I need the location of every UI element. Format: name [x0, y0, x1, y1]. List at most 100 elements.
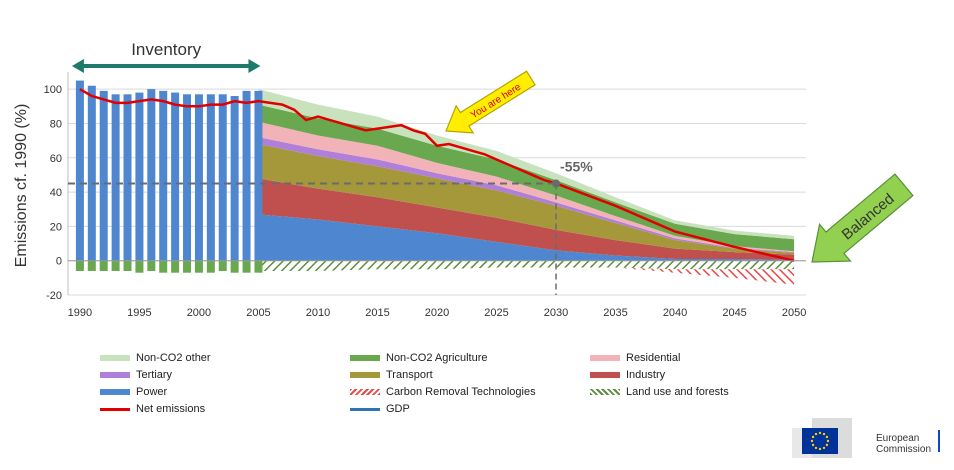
y-tick-label: -20 — [46, 290, 62, 302]
inventory-bar-negative — [147, 260, 156, 271]
eu-star — [826, 439, 830, 443]
legend-swatch — [350, 372, 380, 378]
y-tick-label: 40 — [50, 187, 62, 199]
inventory-bar — [206, 94, 215, 261]
inventory-bar-negative — [171, 260, 180, 273]
legend-swatch — [590, 355, 620, 361]
you-are-here-arrow: You are here — [445, 70, 536, 134]
inventory-bar — [171, 92, 180, 261]
legend-label: Power — [136, 386, 168, 398]
legend-label: Residential — [626, 352, 681, 364]
legend-swatch — [350, 389, 380, 395]
balanced-arrow-shape — [811, 173, 914, 263]
y-axis-label: Emissions cf. 1990 (%) — [13, 104, 30, 268]
logo-bar — [938, 430, 940, 452]
logo-line2: Commission — [876, 444, 932, 455]
y-tick-label: 20 — [50, 221, 62, 233]
legend-swatch — [100, 407, 130, 411]
legend-swatch — [590, 389, 620, 395]
x-tick-label: 2000 — [187, 307, 211, 319]
inventory-bar-negative — [194, 260, 203, 273]
eu-star — [825, 435, 829, 439]
legend-label: Transport — [386, 369, 433, 381]
eu-star — [822, 432, 826, 436]
legend-swatch — [100, 372, 130, 378]
legend-item: Residential — [590, 352, 680, 364]
legend-item: Transport — [350, 369, 433, 381]
inventory-bar — [242, 90, 251, 261]
eu-star — [822, 446, 826, 450]
legend-swatch — [100, 355, 130, 361]
legend-label: Tertiary — [136, 369, 173, 381]
area-transport — [258, 144, 795, 255]
stacked-areas — [258, 89, 795, 285]
y-tick-label: 80 — [50, 118, 62, 130]
legend-label: Non-CO2 other — [136, 352, 211, 364]
inventory-bar-negative — [242, 260, 251, 273]
inventory-bar — [99, 90, 108, 261]
x-tick-label: 2050 — [782, 307, 806, 319]
inventory-bar-negative — [123, 260, 132, 271]
eu-star — [811, 435, 815, 439]
target-point — [552, 179, 561, 188]
area-tertiary — [258, 137, 795, 253]
legend-label: Industry — [626, 369, 666, 381]
x-tick-label: 2020 — [425, 307, 449, 319]
legend-swatch — [100, 389, 130, 395]
legend-item: GDP — [350, 403, 410, 415]
x-tick-label: 2025 — [484, 307, 508, 319]
eu-star — [818, 431, 822, 435]
inventory-bar — [159, 90, 168, 261]
y-tick-label: 0 — [56, 256, 62, 268]
legend-label: Non-CO2 Agriculture — [386, 352, 488, 364]
x-tick-label: 2015 — [365, 307, 389, 319]
x-tick-label: 1995 — [127, 307, 151, 319]
eu-star — [814, 432, 818, 436]
y-tick-label: 60 — [50, 153, 62, 165]
inventory-bar-negative — [183, 260, 192, 273]
legend-label: Land use and forests — [626, 386, 729, 398]
eu-star — [814, 446, 818, 450]
area-land-use-and-forests — [258, 260, 795, 271]
inventory-bar — [218, 94, 227, 261]
you-are-here-arrow-shape — [445, 70, 536, 134]
eu-star — [810, 439, 814, 443]
legend-item: Land use and forests — [590, 386, 729, 398]
legend: Non-CO2 other Non-CO2 Agriculture Resident… — [100, 352, 800, 422]
inventory-bar — [183, 94, 192, 261]
inventory-bar-negative — [230, 260, 239, 273]
legend-item: Tertiary — [100, 369, 172, 381]
inventory-bar — [147, 89, 156, 261]
area-carbon-removal-technologies — [258, 267, 795, 285]
inventory-bars — [75, 80, 263, 273]
inventory-bar — [194, 94, 203, 261]
x-tick-label: 2005 — [246, 307, 270, 319]
legend-label: GDP — [386, 403, 410, 415]
legend-swatch — [350, 355, 380, 361]
inventory-bar — [75, 80, 84, 261]
legend-swatch — [590, 372, 620, 378]
inventory-bar-negative — [87, 260, 96, 271]
inventory-bar — [230, 96, 239, 261]
x-tick-label: 2045 — [722, 307, 746, 319]
inventory-bar-negative — [206, 260, 215, 273]
inventory-bar — [111, 94, 120, 261]
eu-flag-icon — [792, 418, 852, 458]
x-tick-label: 1990 — [68, 307, 92, 319]
series-lines — [79, 88, 795, 262]
inventory-bar — [87, 85, 96, 261]
area-non-co2-agriculture — [258, 104, 795, 252]
area-industry — [258, 178, 795, 260]
x-tick-label: 2035 — [603, 307, 627, 319]
area-power — [258, 214, 795, 261]
target-label: -55% — [560, 159, 593, 175]
x-tick-label: 2030 — [544, 307, 568, 319]
legend-label: Net emissions — [136, 403, 206, 415]
inventory-bar — [135, 92, 144, 261]
inventory-bar — [123, 94, 132, 261]
legend-item: Power — [100, 386, 167, 398]
inventory-bar-negative — [99, 260, 108, 271]
inventory-bar-negative — [218, 260, 227, 271]
